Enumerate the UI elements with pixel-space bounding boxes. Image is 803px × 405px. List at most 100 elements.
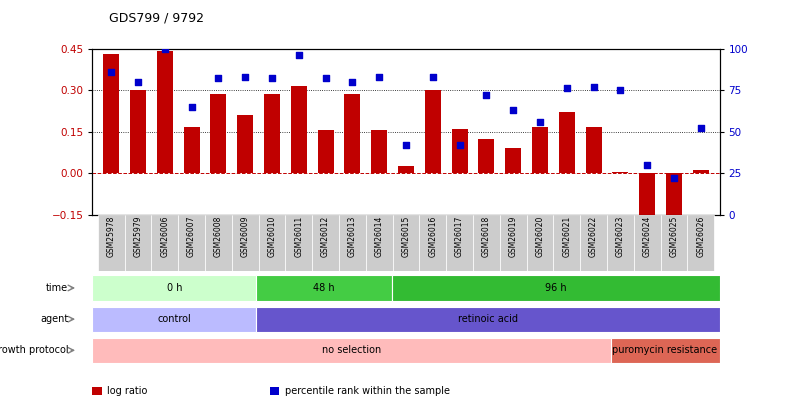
Bar <box>255 307 719 332</box>
Bar <box>526 215 552 271</box>
Bar <box>103 54 119 173</box>
Bar <box>478 139 494 173</box>
Text: growth protocol: growth protocol <box>0 345 68 355</box>
Bar <box>92 338 609 363</box>
Point <box>319 75 332 82</box>
Bar <box>205 215 231 271</box>
Text: GSM26010: GSM26010 <box>267 216 276 257</box>
Bar <box>317 130 333 173</box>
Bar <box>365 215 392 271</box>
Bar <box>606 215 633 271</box>
Bar <box>532 128 548 173</box>
Bar <box>151 215 178 271</box>
Text: GSM25978: GSM25978 <box>107 216 116 257</box>
Bar <box>263 94 279 173</box>
Point <box>666 175 679 181</box>
Bar <box>183 128 199 173</box>
Text: 0 h: 0 h <box>166 283 181 293</box>
Text: GSM25979: GSM25979 <box>133 216 142 257</box>
Bar <box>312 215 339 271</box>
Point <box>238 74 251 80</box>
Text: GSM26011: GSM26011 <box>294 216 303 257</box>
Bar <box>157 51 173 173</box>
Bar <box>92 387 102 395</box>
Text: retinoic acid: retinoic acid <box>457 314 517 324</box>
Bar <box>269 387 279 395</box>
Text: control: control <box>157 314 191 324</box>
Point <box>132 79 145 85</box>
Point <box>640 162 653 168</box>
Bar <box>344 94 360 173</box>
Text: agent: agent <box>40 314 68 324</box>
Point <box>185 104 198 110</box>
Text: GSM26017: GSM26017 <box>454 216 463 257</box>
Bar <box>638 173 654 216</box>
Text: GSM26012: GSM26012 <box>320 216 330 257</box>
Bar <box>609 338 719 363</box>
Bar <box>612 172 628 173</box>
Bar <box>339 215 365 271</box>
Point <box>426 74 438 80</box>
Bar <box>585 128 601 173</box>
Text: GSM26014: GSM26014 <box>374 216 383 257</box>
Text: GSM26006: GSM26006 <box>160 216 169 257</box>
Text: GSM26016: GSM26016 <box>428 216 437 257</box>
Bar <box>504 148 520 173</box>
Bar <box>499 215 526 271</box>
Text: GSM26015: GSM26015 <box>401 216 410 257</box>
Bar <box>210 94 226 173</box>
Bar <box>291 86 307 173</box>
Bar <box>397 166 414 173</box>
Point <box>265 75 278 82</box>
Bar <box>424 90 440 173</box>
Text: GSM26019: GSM26019 <box>508 216 517 257</box>
Text: puromycin resistance: puromycin resistance <box>612 345 717 355</box>
Point <box>399 142 412 148</box>
Bar <box>392 275 719 301</box>
Bar <box>371 130 387 173</box>
Point <box>586 83 599 90</box>
Bar <box>633 215 660 271</box>
Point <box>560 85 573 92</box>
Text: no selection: no selection <box>321 345 381 355</box>
Bar <box>687 215 713 271</box>
Point <box>158 45 171 52</box>
Bar <box>472 215 499 271</box>
Bar <box>552 215 580 271</box>
Text: percentile rank within the sample: percentile rank within the sample <box>284 386 449 396</box>
Point <box>533 118 546 125</box>
Bar <box>392 215 419 271</box>
Text: GSM26026: GSM26026 <box>695 216 704 257</box>
Bar <box>130 90 146 173</box>
Point <box>453 142 466 148</box>
Bar <box>92 275 255 301</box>
Bar <box>237 115 253 173</box>
Bar <box>446 215 472 271</box>
Bar <box>451 129 467 173</box>
Text: GSM26025: GSM26025 <box>669 216 678 257</box>
Bar <box>92 307 255 332</box>
Point <box>345 79 358 85</box>
Text: log ratio: log ratio <box>108 386 148 396</box>
Text: GSM26018: GSM26018 <box>481 216 491 257</box>
Text: GSM26008: GSM26008 <box>214 216 222 257</box>
Point <box>212 75 225 82</box>
Bar <box>259 215 285 271</box>
Point <box>694 125 707 132</box>
Bar <box>419 215 446 271</box>
Text: GDS799 / 9792: GDS799 / 9792 <box>108 11 203 24</box>
Point <box>506 107 519 113</box>
Bar <box>178 215 205 271</box>
Text: GSM26020: GSM26020 <box>535 216 544 257</box>
Bar <box>665 173 681 226</box>
Text: GSM26009: GSM26009 <box>240 216 250 257</box>
Bar <box>98 215 124 271</box>
Bar <box>558 112 574 173</box>
Bar <box>124 215 151 271</box>
Text: time: time <box>46 283 68 293</box>
Bar <box>580 215 606 271</box>
Point <box>373 74 385 80</box>
Text: 48 h: 48 h <box>313 283 335 293</box>
Bar <box>231 215 259 271</box>
Point <box>479 92 492 98</box>
